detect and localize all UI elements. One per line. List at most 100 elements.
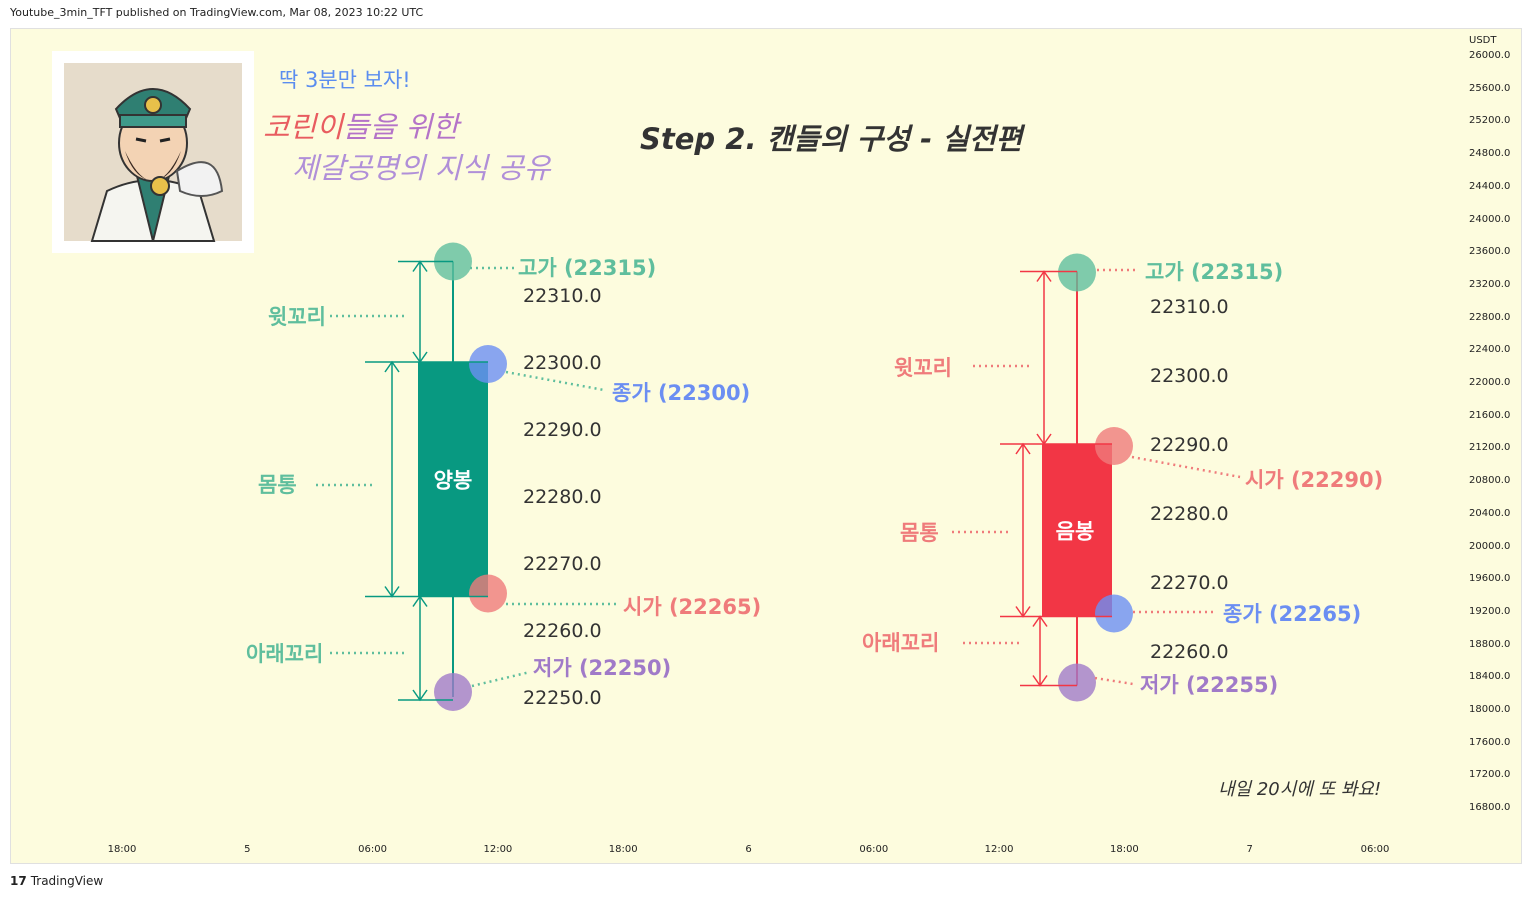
candle2-body-part-label: 몸통 (900, 521, 939, 545)
time-tick-label: 6 (745, 844, 752, 855)
candle1-close-dots (505, 370, 605, 392)
price-tick-label: 16800.0 (1469, 802, 1511, 814)
price-tick-label: 20400.0 (1469, 507, 1511, 519)
candle2-body-arrow-head-bottom (1015, 606, 1031, 618)
price-tick-label: 17200.0 (1469, 769, 1511, 781)
candle1-open-label: 시가 (22265) (623, 595, 761, 619)
price-axis[interactable] (1455, 29, 1521, 830)
candle2-low-dots (1094, 676, 1134, 686)
time-tick-label: 06:00 (358, 844, 388, 855)
candle2-open-dots (1131, 455, 1241, 479)
time-tick-label: 06:00 (859, 844, 889, 855)
price-tick-label: 22800.0 (1469, 311, 1511, 323)
price-tick-label: 19200.0 (1469, 605, 1511, 617)
price-tick-label: 22400.0 (1469, 344, 1511, 356)
tagline-audience-a: 코린이 (263, 110, 344, 144)
candle2-upper-wick-arrow-head-bottom (1036, 433, 1052, 446)
candle1-upper-wick-arrow-head-bottom (412, 351, 428, 364)
price-tick-label: 25600.0 (1469, 82, 1511, 94)
candle1-upper-wick-label: 윗꼬리 (268, 305, 326, 329)
chart-title: Step 2. 캔들의 구성 - 실전편 (640, 122, 1023, 156)
candle1-price-label: 22270.0 (523, 553, 602, 575)
time-tick-label: 18:00 (1109, 844, 1139, 855)
candle2-lower-wick-label: 아래꼬리 (862, 631, 939, 655)
price-tick-label: 18800.0 (1469, 638, 1511, 650)
candle2-body-label: 음봉 (1056, 519, 1095, 543)
candle1-open-dot (469, 574, 507, 613)
price-tick-label: 23200.0 (1469, 278, 1511, 290)
candle1-low-dot (434, 673, 472, 711)
tagline-short: 딱 3분만 보자! (279, 68, 411, 92)
tradingview-footer[interactable]: 17 TradingView (10, 874, 103, 888)
price-tick-label: 25200.0 (1469, 115, 1511, 127)
candle1-body-arrow-head-top (384, 360, 400, 373)
zhuge-liang-illustration-icon (64, 63, 242, 242)
candle2-body-arrow-head-top (1015, 442, 1031, 455)
candle2-upper-wick-arrow-head-top (1036, 270, 1052, 282)
time-axis[interactable] (11, 830, 1455, 863)
price-tick-label: 21200.0 (1469, 442, 1511, 454)
price-tick-label: 18000.0 (1469, 704, 1511, 715)
time-tick-label: 12:00 (984, 844, 1014, 855)
price-tick-label: 19600.0 (1469, 573, 1511, 585)
candle1-lower-wick-arrow-head-top (412, 595, 428, 607)
tradingview-brand: TradingView (30, 874, 104, 888)
candle1-price-label: 22290.0 (523, 419, 602, 441)
time-tick-label: 18:00 (608, 844, 638, 855)
candle1-body-part-label: 몸통 (258, 473, 297, 497)
candle1-price-label: 22310.0 (523, 285, 602, 307)
candle2-lower-wick-arrow-head-top (1032, 615, 1048, 627)
candle1-body-arrow-head-bottom (384, 586, 400, 598)
price-tick-label: 20000.0 (1469, 540, 1511, 552)
candle1-lower-wick-label: 아래꼬리 (246, 642, 323, 666)
axis-corner (1455, 830, 1521, 863)
closing-note: 내일 20시에 또 봐요! (1218, 779, 1382, 800)
tagline-knowledge: 제갈공명의 지식 공유 (292, 151, 551, 185)
price-tick-label: 18400.0 (1469, 671, 1511, 683)
candle1-upper-wick-arrow-head-top (412, 260, 428, 272)
candle1-price-label: 22280.0 (523, 486, 602, 508)
price-tick-label: 17600.0 (1469, 736, 1511, 748)
tagline-audience-b: 들을 위한 (343, 110, 459, 144)
candle2-open-dot (1095, 427, 1133, 465)
time-tick-label: 7 (1246, 844, 1253, 855)
candle2-close-dot (1095, 594, 1133, 633)
candle1-low-label: 저가 (22250) (533, 656, 671, 680)
candle2-high-label: 고가 (22315) (1145, 260, 1283, 284)
candle1-price-label: 22300.0 (523, 352, 602, 374)
price-tick-label: 24000.0 (1469, 213, 1511, 225)
candle2-price-label: 22280.0 (1150, 503, 1229, 525)
candle1-body (418, 362, 488, 597)
candle2-lower-wick-arrow-head-bottom (1032, 675, 1048, 687)
time-tick-label: 06:00 (1360, 844, 1390, 855)
candle1-price-label: 22260.0 (523, 620, 602, 642)
candle1-high-label: 고가 (22315) (518, 256, 656, 280)
price-tick-label: 26000.0 (1469, 50, 1511, 61)
chart-frame (10, 28, 1522, 864)
candle1-low-dots (471, 670, 531, 688)
price-tick-label: 24800.0 (1469, 148, 1511, 160)
candle2-low-label: 저가 (22255) (1140, 673, 1278, 697)
price-tick-label: 23600.0 (1469, 246, 1511, 258)
candle2-price-label: 22290.0 (1150, 434, 1229, 456)
time-tick-label: 18:00 (107, 844, 137, 855)
candle1-price-label: 22250.0 (523, 687, 602, 709)
candle2-price-label: 22300.0 (1150, 365, 1229, 387)
tradingview-logo-icon: 17 (10, 874, 27, 888)
candle2-high-dot (1058, 253, 1096, 292)
candle2-close-label: 종가 (22265) (1223, 602, 1361, 626)
candle2-upper-wick-label: 윗꼬리 (894, 356, 952, 380)
time-tick-label: 12:00 (483, 844, 513, 855)
candle2-price-label: 22270.0 (1150, 572, 1229, 594)
price-tick-label: 20800.0 (1469, 475, 1511, 487)
candle1-lower-wick-arrow-head-bottom (412, 689, 428, 702)
tagline-audience: 코린이들을 위한 (263, 104, 459, 146)
price-tick-label: 21600.0 (1469, 409, 1511, 421)
publish-info: Youtube_3min_TFT published on TradingVie… (10, 6, 424, 19)
candle2-price-label: 22310.0 (1150, 296, 1229, 318)
candle2-low-dot (1058, 663, 1096, 702)
candle1-close-dot (469, 345, 507, 383)
time-tick-label: 5 (244, 844, 251, 855)
candle2-price-label: 22260.0 (1150, 641, 1229, 663)
